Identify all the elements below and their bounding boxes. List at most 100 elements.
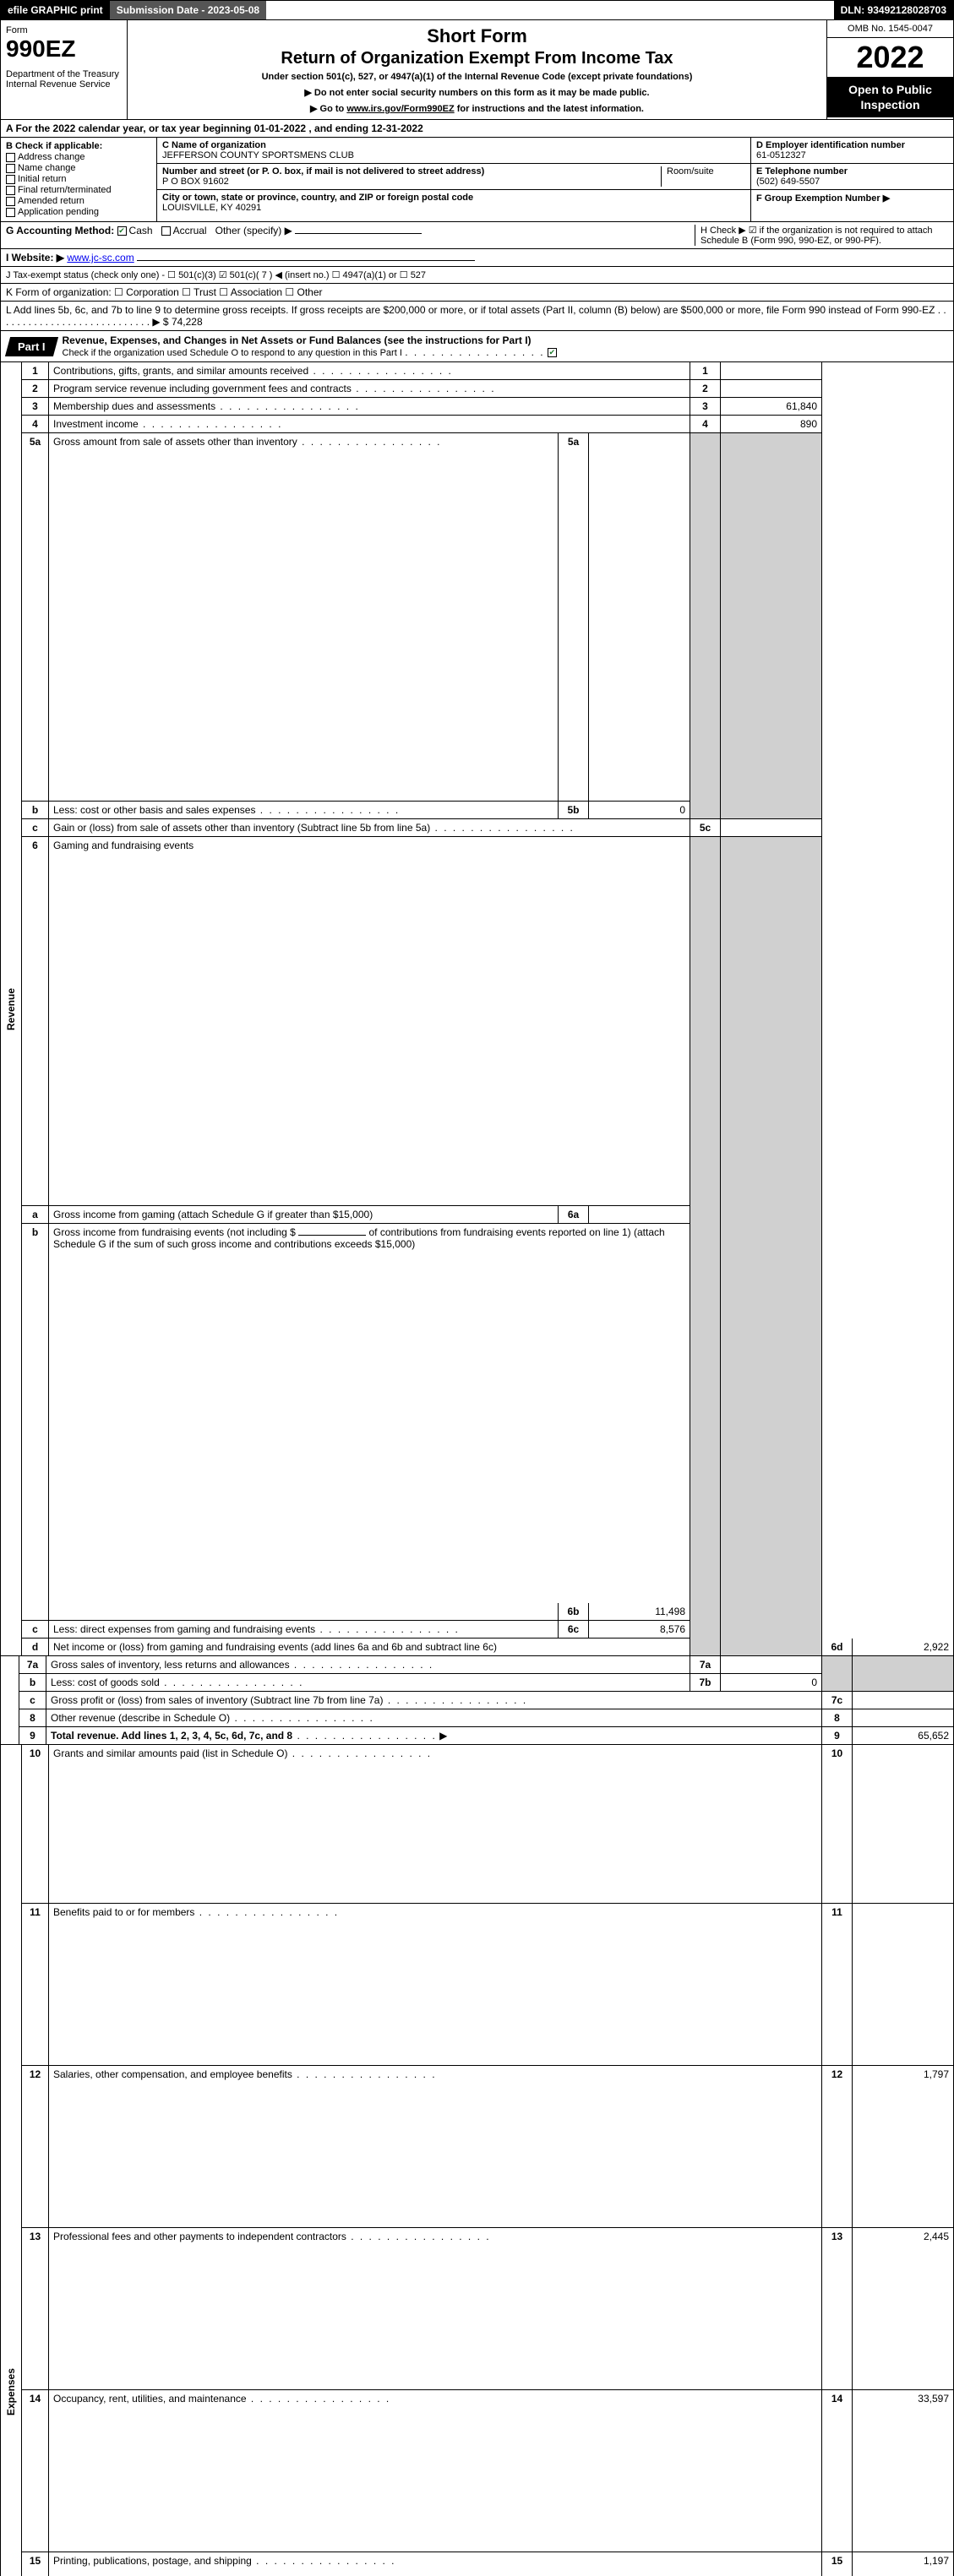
org-name-label: C Name of organization [162, 140, 266, 150]
checkbox-cash[interactable] [117, 226, 127, 236]
line-value [721, 362, 822, 380]
right-line-number: 6d [822, 1639, 853, 1656]
line-number: 2 [22, 380, 49, 398]
right-line-number: 1 [690, 362, 721, 380]
sub-line-number: 7a [690, 1656, 721, 1674]
line-text-pre: Gross income from fundraising events (no… [53, 1226, 296, 1238]
part-i-tab: Part I [18, 340, 46, 353]
line-text: Membership dues and assessments [53, 400, 360, 412]
room-suite-label: Room/suite [661, 166, 745, 187]
line-number: 11 [22, 1903, 49, 2065]
line-value: 61,840 [721, 398, 822, 416]
checkbox-label: Final return/terminated [18, 185, 112, 195]
checkbox-label: Name change [18, 163, 76, 173]
checkbox-label: Initial return [18, 174, 66, 184]
expenses-table: Expenses 10 Grants and similar amounts p… [0, 1745, 954, 2576]
submission-date: Submission Date - 2023-05-08 [110, 1, 266, 19]
revenue-table: Revenue 1 Contributions, gifts, grants, … [0, 362, 954, 1656]
line-l-text: L Add lines 5b, 6c, and 7b to line 9 to … [6, 304, 946, 328]
dln-number: DLN: 93492128028703 [834, 1, 953, 19]
line-value [853, 1745, 954, 1903]
right-line-number: 13 [822, 2227, 853, 2389]
line-a-tax-year: A For the 2022 calendar year, or tax yea… [0, 120, 954, 138]
line-number: b [22, 802, 49, 819]
efile-graphic-print: efile GRAPHIC print [1, 1, 110, 19]
open-to-public: Open to Public Inspection [827, 77, 953, 117]
line-text: Benefits paid to or for members [53, 1906, 339, 1918]
line-text: Grants and similar amounts paid (list in… [53, 1747, 432, 1759]
line-text: Investment income [53, 418, 282, 430]
checkbox-address-change[interactable] [6, 153, 15, 162]
line-text: Gross amount from sale of assets other t… [53, 436, 442, 448]
title-main: Return of Organization Exempt From Incom… [133, 49, 821, 68]
line-number: b [22, 1223, 49, 1620]
arrow-icon: ▶ [439, 1730, 447, 1742]
sub-line-value [721, 1656, 822, 1674]
line-i-website: I Website: ▶ www.jc-sc.com [0, 249, 954, 267]
website-link[interactable]: www.jc-sc.com [67, 252, 134, 264]
box-c-org-details: C Name of organization JEFFERSON COUNTY … [157, 138, 750, 221]
line-value [853, 1692, 954, 1709]
department-label: Department of the Treasury Internal Reve… [6, 69, 122, 90]
checkbox-application-pending[interactable] [6, 208, 15, 217]
line-number: c [22, 819, 49, 837]
sub-line-value: 0 [721, 1674, 822, 1692]
street-label: Number and street (or P. O. box, if mail… [162, 166, 484, 177]
sub-line-number: 5a [559, 433, 589, 802]
phone-label: E Telephone number [756, 166, 848, 177]
note-url-pre: ▶ Go to [310, 104, 346, 114]
checkbox-initial-return[interactable] [6, 175, 15, 184]
irs-form-link[interactable]: www.irs.gov/Form990EZ [346, 104, 454, 114]
checkbox-amended-return[interactable] [6, 197, 15, 206]
line-text: Gross income from gaming (attach Schedul… [49, 1205, 559, 1223]
line-text: Gain or (loss) from sale of assets other… [53, 822, 575, 834]
line-l-value: 74,228 [172, 316, 203, 328]
street-address: P O BOX 91602 [162, 177, 229, 187]
sub-line-value [589, 433, 690, 802]
line-value: 1,197 [853, 2552, 954, 2576]
line-g-h: G Accounting Method: Cash Accrual Other … [0, 222, 954, 249]
checkbox-label: Application pending [18, 207, 99, 217]
sub-line-value: 0 [589, 802, 690, 819]
form-header: Form 990EZ Department of the Treasury In… [0, 20, 954, 120]
line-text: Net income or (loss) from gaming and fun… [49, 1639, 690, 1656]
line-text: Program service revenue including govern… [53, 383, 496, 394]
line-number: 1 [22, 362, 49, 380]
line-number: b [19, 1674, 46, 1692]
line-number: 12 [22, 2065, 49, 2227]
line-number: a [22, 1205, 49, 1223]
note-ssn: ▶ Do not enter social security numbers o… [133, 87, 821, 98]
line-text: Professional fees and other payments to … [53, 2231, 491, 2242]
right-line-number: 7c [822, 1692, 853, 1709]
line-number: 9 [19, 1727, 46, 1745]
box-d-e-f: D Employer identification number 61-0512… [750, 138, 953, 221]
checkbox-label: Address change [18, 152, 85, 162]
title-subtitle: Under section 501(c), 527, or 4947(a)(1)… [133, 72, 821, 82]
box-b-label: B Check if applicable: [6, 141, 151, 151]
line-value: 890 [721, 416, 822, 433]
website-label: I Website: ▶ [6, 252, 64, 264]
right-line-number: 4 [690, 416, 721, 433]
line-number: 4 [22, 416, 49, 433]
line-value [721, 380, 822, 398]
sub-line-value: 8,576 [589, 1621, 690, 1639]
line-number: 5a [22, 433, 49, 802]
checkbox-schedule-o-used[interactable] [548, 348, 557, 357]
org-info-section: B Check if applicable: Address change Na… [0, 138, 954, 222]
top-bar: efile GRAPHIC print Submission Date - 20… [0, 0, 954, 20]
checkbox-name-change[interactable] [6, 164, 15, 173]
other-label: Other (specify) ▶ [215, 225, 292, 236]
line-j-tax-exempt: J Tax-exempt status (check only one) - ☐… [0, 267, 954, 284]
revenue-table-2: 7a Gross sales of inventory, less return… [0, 1656, 954, 1745]
part-i-header: Part I Revenue, Expenses, and Changes in… [0, 331, 954, 362]
line-text: Printing, publications, postage, and shi… [53, 2555, 396, 2567]
line-number: 3 [22, 398, 49, 416]
right-line-number: 11 [822, 1903, 853, 2065]
checkbox-accrual[interactable] [161, 226, 171, 236]
line-text: Less: cost of goods sold [51, 1677, 303, 1688]
line-k-form-of-org: K Form of organization: ☐ Corporation ☐ … [0, 284, 954, 302]
line-number: c [19, 1692, 46, 1709]
sub-line-value [589, 1205, 690, 1223]
right-line-number: 3 [690, 398, 721, 416]
checkbox-final-return[interactable] [6, 186, 15, 195]
